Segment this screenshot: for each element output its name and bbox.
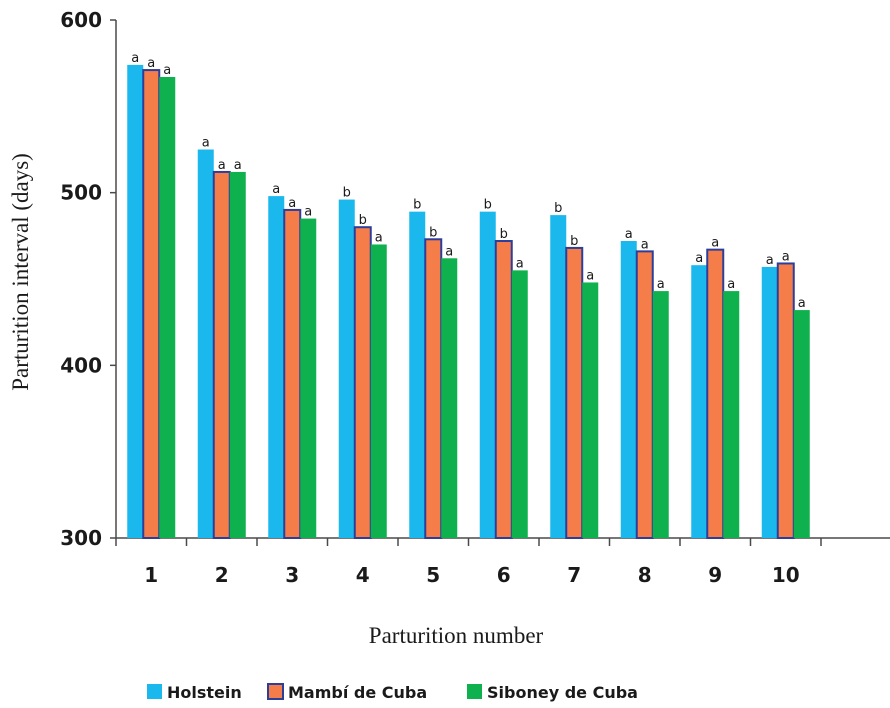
- bar-holstein: [550, 215, 567, 538]
- bar-holstein: [338, 199, 355, 538]
- x-tick-label: 8: [638, 563, 652, 587]
- significance-label: a: [131, 51, 139, 66]
- x-tick-label: 5: [426, 563, 440, 587]
- y-tick-label: 500: [60, 181, 102, 205]
- significance-label: b: [570, 234, 578, 249]
- significance-label: a: [641, 237, 649, 252]
- bar-siboney: [511, 270, 528, 538]
- bar-mambi: [353, 226, 372, 539]
- bar-siboney: [582, 282, 599, 538]
- significance-label: a: [516, 256, 524, 271]
- x-tick-label: 7: [567, 563, 581, 587]
- significance-label: a: [782, 249, 790, 264]
- legend-swatch: [467, 684, 482, 699]
- bar-mambi: [635, 250, 654, 540]
- significance-label: a: [445, 244, 453, 259]
- bar-siboney: [300, 218, 317, 539]
- bar-siboney: [723, 291, 740, 538]
- significance-label: a: [218, 158, 226, 173]
- bar-siboney: [159, 76, 176, 538]
- legend-label: Siboney de Cuba: [487, 683, 638, 702]
- legend-label: Holstein: [167, 683, 242, 702]
- significance-label: b: [484, 198, 492, 213]
- significance-label: a: [147, 56, 155, 71]
- x-tick-label: 6: [497, 563, 511, 587]
- significance-label: a: [202, 136, 210, 151]
- x-tick-label: 1: [144, 563, 158, 587]
- bar-holstein: [479, 211, 496, 538]
- bar-mambi: [283, 208, 302, 540]
- x-tick-label: 3: [285, 563, 299, 587]
- legend-label: Mambí de Cuba: [288, 683, 427, 702]
- bar-mambi: [212, 170, 231, 540]
- significance-label: b: [554, 201, 562, 216]
- significance-label: a: [798, 296, 806, 311]
- significance-label: b: [500, 227, 508, 242]
- bar-siboney: [441, 258, 458, 538]
- significance-label: a: [657, 277, 665, 292]
- y-tick-label: 600: [60, 8, 102, 32]
- significance-label: b: [343, 186, 351, 201]
- x-tick-label: 2: [215, 563, 229, 587]
- bar-mambi: [424, 238, 443, 540]
- bar-mambi: [142, 69, 161, 539]
- bar-holstein: [197, 149, 214, 538]
- bars: [127, 64, 810, 540]
- significance-label: a: [163, 63, 171, 78]
- x-tick-label: 10: [772, 563, 800, 587]
- significance-label: b: [413, 198, 421, 213]
- bar-holstein: [409, 211, 426, 538]
- legend: Holstein Mambí de Cuba Siboney de Cuba: [147, 683, 638, 702]
- bar-holstein: [691, 265, 708, 538]
- significance-label: a: [727, 277, 735, 292]
- significance-label: a: [711, 236, 719, 251]
- x-axis-title: Parturition number: [369, 623, 544, 648]
- significance-label: b: [359, 213, 367, 228]
- bar-mambi: [706, 248, 725, 539]
- legend-swatch: [267, 683, 284, 700]
- significance-label: a: [288, 196, 296, 211]
- significance-label: a: [625, 227, 633, 242]
- significance-label: a: [766, 253, 774, 268]
- y-ticks: 300 400 500 600: [60, 8, 116, 550]
- bar-siboney: [229, 171, 246, 539]
- x-tick-label: 9: [708, 563, 722, 587]
- y-axis-title: Parturition interval (days): [8, 153, 33, 391]
- significance-label: a: [234, 158, 242, 173]
- x-tick-label: 4: [356, 563, 370, 587]
- bar-holstein: [761, 266, 778, 538]
- bar-holstein: [268, 196, 285, 538]
- x-ticks: 1 2 3 4 5 6 7 8 9 10: [115, 538, 822, 587]
- bar-holstein: [620, 241, 637, 538]
- legend-swatch: [147, 684, 162, 699]
- significance-label: a: [695, 251, 703, 266]
- bar-mambi: [494, 240, 513, 539]
- bar-siboney: [652, 291, 669, 538]
- significance-label: b: [429, 225, 437, 240]
- significance-label: a: [272, 182, 280, 197]
- significance-label: a: [375, 230, 383, 245]
- y-tick-label: 400: [60, 353, 102, 377]
- bar-mambi: [565, 246, 584, 539]
- significance-label: a: [304, 205, 312, 220]
- bar-mambi: [776, 262, 795, 539]
- significance-label: a: [586, 268, 594, 283]
- bar-siboney: [793, 310, 810, 538]
- bar-holstein: [127, 64, 144, 538]
- y-tick-label: 300: [60, 526, 102, 550]
- bar-siboney: [370, 244, 387, 538]
